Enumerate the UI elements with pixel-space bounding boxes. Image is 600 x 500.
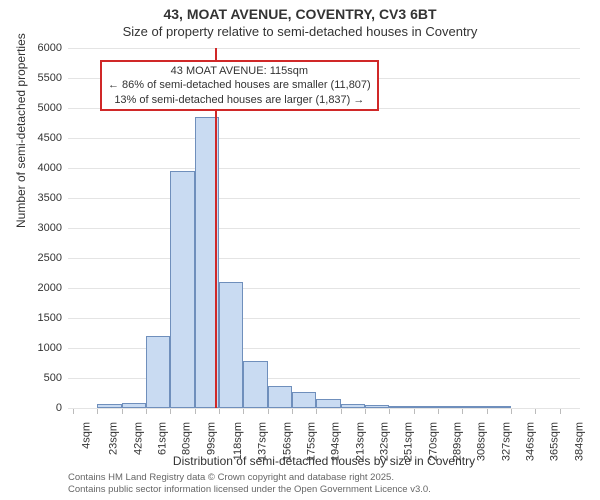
y-tick-label: 1500: [38, 312, 62, 324]
y-tick-label: 2500: [38, 252, 62, 264]
x-tick: [146, 409, 147, 414]
plot-area: 0500100015002000250030003500400045005000…: [68, 48, 580, 409]
x-tick: [365, 409, 366, 414]
histogram-bar: [268, 386, 292, 408]
x-tick: [414, 409, 415, 414]
x-axis-label: Distribution of semi-detached houses by …: [68, 454, 580, 468]
annotation-line-3: 13% of semi-detached houses are larger (…: [108, 93, 371, 107]
histogram-bar: [146, 336, 170, 408]
histogram-bar: [316, 399, 340, 408]
y-tick-label: 4000: [38, 162, 62, 174]
x-tick: [389, 409, 390, 414]
x-tick: [122, 409, 123, 414]
y-tick-label: 0: [56, 402, 62, 414]
x-tick: [438, 409, 439, 414]
histogram-bar: [341, 404, 365, 408]
x-tick-label: 4sqm: [81, 422, 93, 449]
x-tick: [535, 409, 536, 414]
y-tick-label: 2000: [38, 282, 62, 294]
annotation-line-1: 43 MOAT AVENUE: 115sqm: [108, 64, 371, 78]
x-tick-label: 99sqm: [205, 422, 217, 455]
x-tick-label: 23sqm: [108, 422, 120, 455]
y-tick-label: 5000: [38, 102, 62, 114]
gridline: [68, 378, 580, 379]
credits: Contains HM Land Registry data © Crown c…: [68, 472, 580, 496]
gridline: [68, 168, 580, 169]
x-tick: [243, 409, 244, 414]
gridline: [68, 348, 580, 349]
chart-title: 43, MOAT AVENUE, COVENTRY, CV3 6BT: [0, 6, 600, 22]
y-tick-label: 6000: [38, 42, 62, 54]
gridline: [68, 228, 580, 229]
gridline: [68, 288, 580, 289]
histogram-bar: [414, 406, 438, 408]
x-tick: [170, 409, 171, 414]
x-tick: [195, 409, 196, 414]
y-tick-label: 3500: [38, 192, 62, 204]
y-tick-label: 5500: [38, 72, 62, 84]
property-size-histogram: 43, MOAT AVENUE, COVENTRY, CV3 6BT Size …: [0, 0, 600, 500]
x-tick: [268, 409, 269, 414]
x-tick: [462, 409, 463, 414]
gridline: [68, 198, 580, 199]
histogram-bar: [292, 392, 316, 408]
annotation-box: 43 MOAT AVENUE: 115sqm← 86% of semi-deta…: [100, 60, 379, 111]
credits-line-1: Contains HM Land Registry data © Crown c…: [68, 472, 580, 484]
x-tick: [219, 409, 220, 414]
y-tick-label: 500: [44, 372, 62, 384]
y-tick-label: 3000: [38, 222, 62, 234]
histogram-bar: [487, 406, 511, 408]
gridline: [68, 318, 580, 319]
x-tick: [487, 409, 488, 414]
credits-line-2: Contains public sector information licen…: [68, 484, 580, 496]
x-tick-label: 61sqm: [157, 422, 169, 455]
histogram-bar: [462, 406, 486, 408]
y-tick-label: 4500: [38, 132, 62, 144]
gridline: [68, 138, 580, 139]
x-tick-label: 80sqm: [181, 422, 193, 455]
x-tick: [511, 409, 512, 414]
gridline: [68, 258, 580, 259]
x-tick: [73, 409, 74, 414]
histogram-bar: [170, 171, 194, 408]
x-tick: [341, 409, 342, 414]
gridline: [68, 48, 580, 49]
gridline: [68, 408, 580, 409]
x-tick: [292, 409, 293, 414]
y-tick-label: 1000: [38, 342, 62, 354]
y-axis-label: Number of semi-detached properties: [14, 33, 28, 228]
x-tick-label: 42sqm: [132, 422, 144, 455]
x-tick: [316, 409, 317, 414]
histogram-bar: [243, 361, 267, 408]
histogram-bar: [389, 406, 413, 408]
histogram-bar: [219, 282, 243, 408]
x-tick: [97, 409, 98, 414]
histogram-bar: [97, 404, 121, 408]
histogram-bar: [365, 405, 389, 408]
chart-subtitle: Size of property relative to semi-detach…: [0, 24, 600, 39]
annotation-line-2: ← 86% of semi-detached houses are smalle…: [108, 78, 371, 92]
histogram-bar: [122, 403, 146, 408]
histogram-bar: [438, 406, 462, 408]
x-tick: [560, 409, 561, 414]
